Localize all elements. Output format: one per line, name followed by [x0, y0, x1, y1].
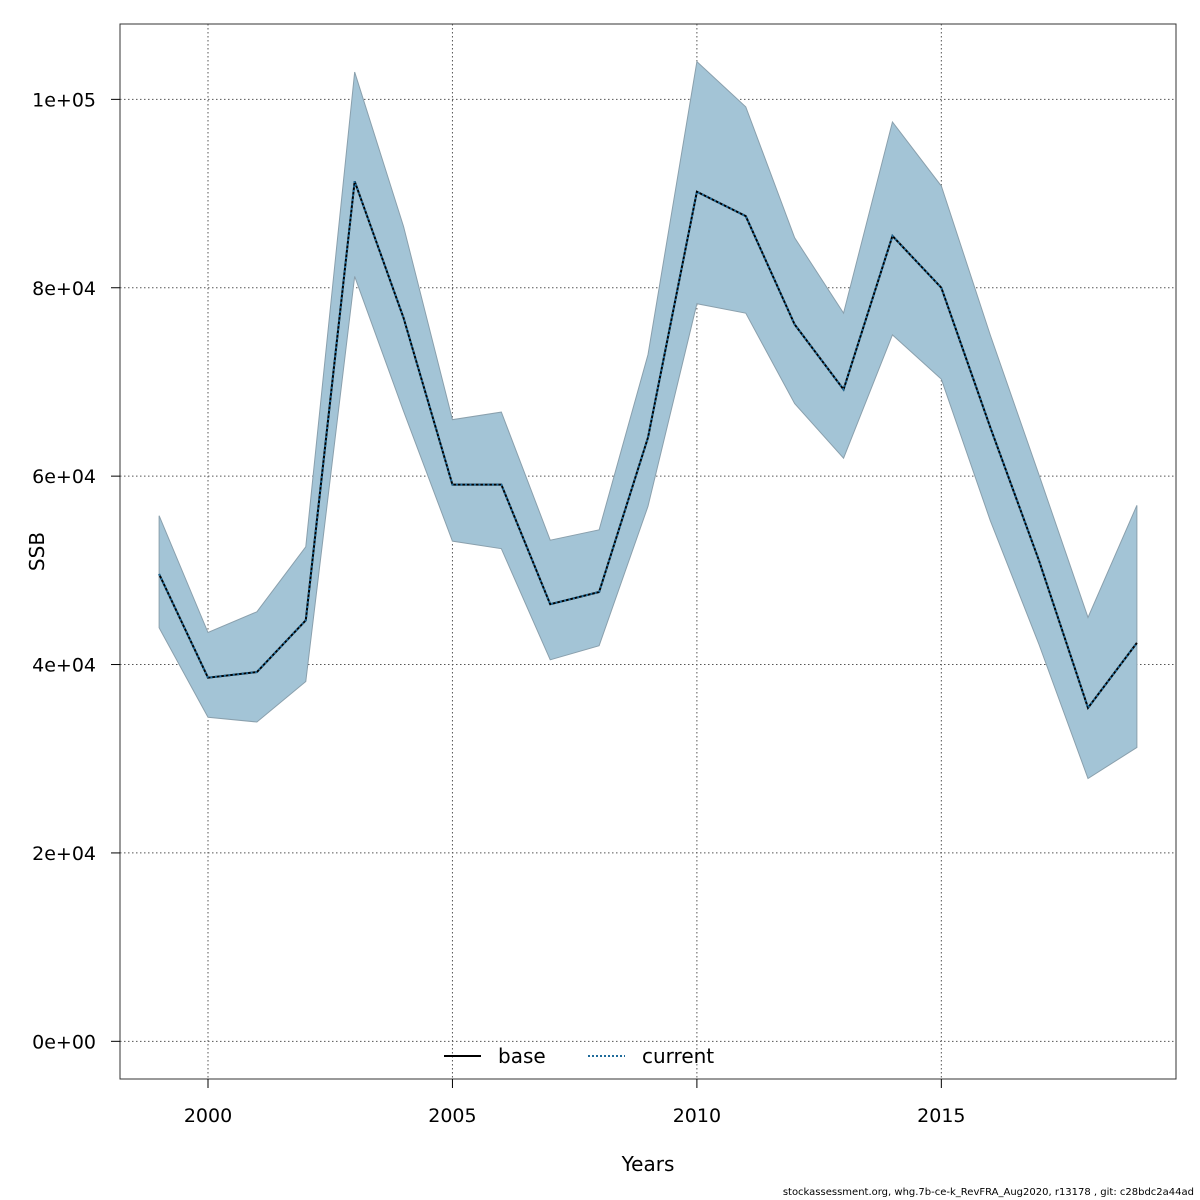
- x-tick-label: 2005: [428, 1105, 476, 1127]
- plot-frame: [119, 23, 1177, 1080]
- x-axis-title: Years: [621, 1152, 675, 1176]
- y-axis: 0e+00 2e+04 4e+04 6e+04 8e+04 1e+05: [32, 89, 120, 1053]
- y-tick-label: 0e+00: [32, 1031, 96, 1053]
- series-lines: [158, 180, 1138, 710]
- legend-label-current: current: [642, 1044, 714, 1068]
- y-axis-title: SSB: [25, 532, 49, 571]
- x-tick-label: 2010: [673, 1105, 721, 1127]
- series-line-current: [158, 180, 1138, 710]
- x-axis: 2000 2005 2010 2015: [184, 1079, 966, 1127]
- x-tick-label: 2000: [184, 1105, 232, 1127]
- confidence-band: [158, 60, 1138, 780]
- x-tick-label: 2015: [917, 1105, 965, 1127]
- y-tick-label: 2e+04: [32, 843, 96, 865]
- legend: base current: [444, 1044, 714, 1068]
- y-tick-label: 4e+04: [32, 655, 96, 677]
- legend-label-base: base: [498, 1044, 546, 1068]
- footer-source-text: stockassessment.org, whg.7b-ce-k_RevFRA_…: [782, 1187, 1194, 1198]
- y-tick-label: 6e+04: [32, 466, 96, 488]
- y-tick-label: 1e+05: [32, 89, 96, 111]
- y-tick-label: 8e+04: [32, 278, 96, 300]
